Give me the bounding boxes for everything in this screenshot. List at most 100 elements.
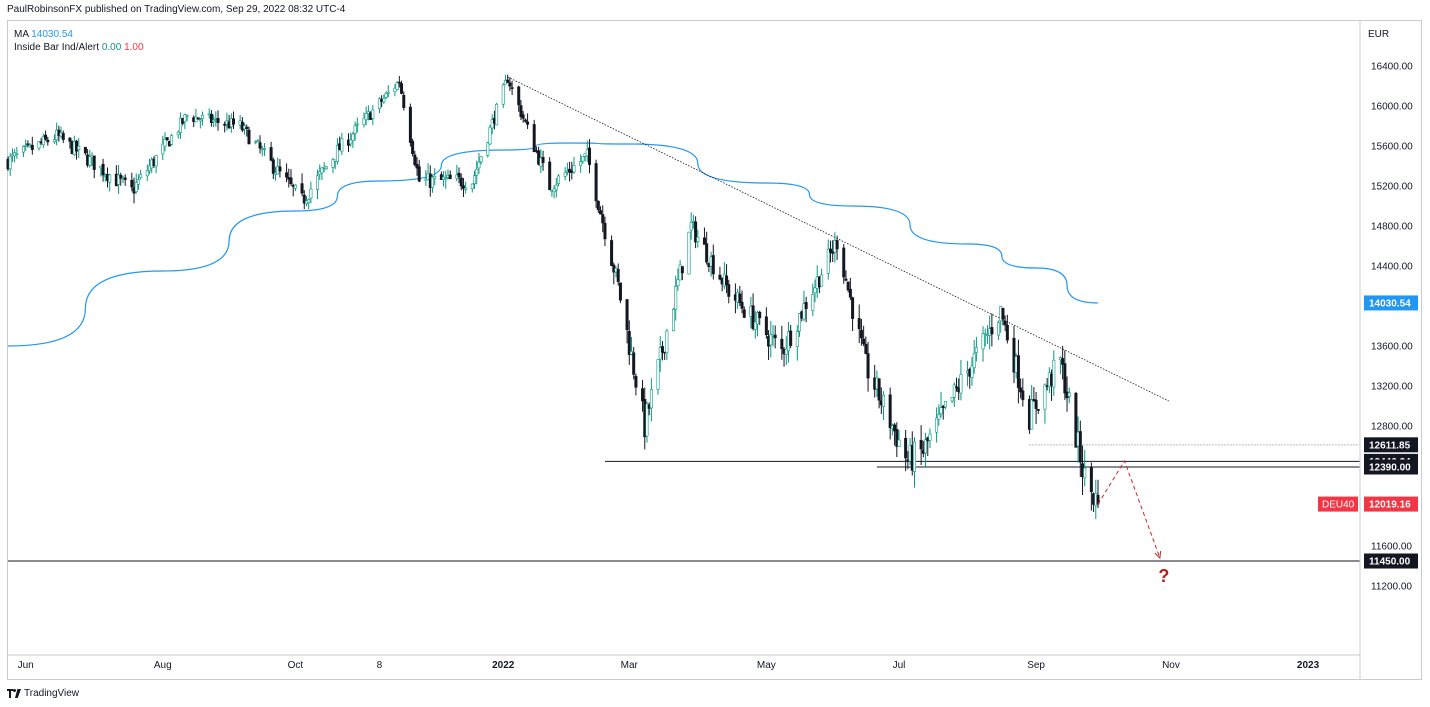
candle-body (671, 309, 675, 332)
candle (384, 91, 388, 100)
candle-body (459, 177, 463, 187)
candle (470, 183, 474, 193)
candle (645, 401, 649, 443)
candle-body (756, 312, 760, 325)
y-tick-label: 15600.00 (1371, 142, 1413, 153)
candle (386, 85, 390, 98)
candle-body (61, 133, 65, 140)
candle (262, 142, 266, 156)
candle-body (271, 159, 275, 174)
candle-body (1078, 431, 1082, 463)
candle (320, 167, 324, 180)
moving-average-line (7, 142, 1099, 347)
candle (448, 170, 452, 180)
candle (1089, 462, 1093, 511)
candles (6, 74, 1100, 520)
candle-body (397, 81, 401, 84)
inside-bar-legend-row[interactable]: Inside Bar Ind/Alert 0.00 1.00 (14, 41, 144, 54)
y-tick-label: 16400.00 (1371, 62, 1413, 73)
candle-body (882, 394, 886, 407)
price-label-bg (1364, 437, 1418, 453)
candle-body (278, 166, 282, 172)
candle-body (552, 188, 556, 193)
candle (395, 81, 399, 91)
candle (877, 378, 881, 409)
candle (475, 160, 479, 185)
candle (1012, 325, 1016, 384)
candle (293, 184, 297, 192)
candle (983, 328, 987, 347)
candle (331, 157, 335, 174)
candle (552, 185, 556, 199)
candle (857, 304, 861, 344)
ma-legend-row[interactable]: MA 14030.54 (14, 28, 144, 41)
candle (176, 130, 180, 139)
candle (928, 428, 932, 448)
candle (134, 173, 138, 194)
candle-body (1063, 363, 1067, 394)
tradingview-footer[interactable]: TradingView (7, 688, 79, 699)
candle-body (431, 176, 435, 188)
candle (780, 325, 784, 360)
inside-bar-value-2: 1.00 (124, 42, 144, 53)
candle-body (641, 388, 645, 402)
candle (676, 268, 680, 291)
candle (935, 407, 939, 443)
candle-body (601, 214, 605, 224)
candle (831, 240, 835, 262)
candle-body (415, 164, 419, 169)
candle-body (773, 334, 777, 339)
candle-body (377, 98, 381, 110)
candle-body (477, 161, 481, 169)
candle-body (196, 117, 200, 120)
y-tick-label: 16000.00 (1371, 102, 1413, 113)
candle (351, 131, 355, 149)
candle-body (784, 348, 788, 355)
candle-body (402, 94, 406, 108)
candle (433, 168, 437, 186)
candle-body (676, 279, 680, 286)
candle (117, 164, 121, 194)
candle-body (943, 401, 947, 408)
candle (316, 169, 320, 200)
candle-body (674, 286, 678, 310)
candle-body (811, 294, 815, 311)
candle (663, 351, 667, 360)
chart-frame[interactable] (7, 20, 1422, 680)
candle-body (758, 311, 762, 319)
candle (223, 121, 227, 133)
candle (820, 268, 824, 287)
candle-body (727, 284, 731, 297)
candle-body (769, 334, 773, 346)
candle (895, 422, 899, 458)
candle (660, 340, 664, 361)
candle (784, 336, 788, 365)
candle (508, 77, 512, 92)
candle-body (300, 183, 304, 194)
candle (353, 121, 357, 141)
candle (21, 145, 25, 157)
candle (656, 359, 660, 395)
candle (610, 235, 614, 267)
candle (587, 139, 591, 174)
x-tick-label: Oct (288, 660, 304, 671)
candle (842, 243, 846, 284)
candle (826, 239, 830, 280)
candle (738, 285, 742, 306)
candle-body (408, 106, 412, 143)
candle-body (705, 243, 709, 263)
candle (461, 177, 465, 198)
candle-body (665, 330, 669, 354)
candle-body (897, 439, 901, 447)
candle-body (473, 175, 477, 184)
candle-body (21, 146, 25, 153)
candle (413, 150, 417, 167)
candle (846, 281, 850, 293)
candle (503, 74, 507, 85)
candle-body (495, 103, 499, 126)
candle-body (532, 124, 536, 153)
candle (271, 157, 275, 180)
price-label-bg (1364, 553, 1418, 569)
candle-body (952, 384, 956, 398)
